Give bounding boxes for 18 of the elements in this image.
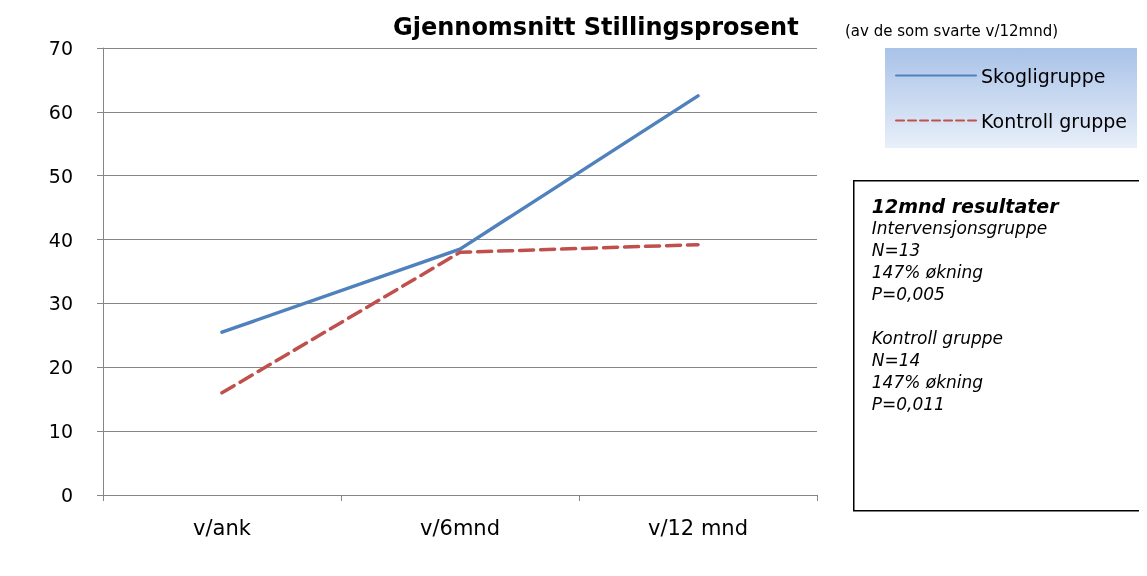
legend-label: Skogligruppe (981, 64, 1106, 87)
x-tick-label: v/12 mnd (648, 515, 748, 540)
y-tick-label: 0 (60, 484, 73, 506)
text: 12mnd resultater (871, 194, 1061, 217)
y-tick-label: 20 (48, 356, 73, 379)
x-tick-label: v/6mnd (420, 515, 500, 540)
y-tick-label: 60 (48, 100, 73, 123)
y-tick-label: 50 (48, 164, 73, 187)
legend-label: Kontroll gruppe (981, 109, 1128, 132)
y-tick-label: 40 (48, 228, 73, 251)
y-tick-label: 10 (48, 420, 73, 443)
x-tick-label: v/ank (193, 515, 252, 540)
y-tick-label: 30 (48, 292, 73, 315)
text: (av de som svarte v/12mnd) (845, 21, 1059, 40)
y-tick-label: 70 (48, 37, 73, 59)
text: Kontroll gruppe N=14 147% økning P=0,011 (871, 327, 1003, 414)
chart-title: Gjennomsnitt Stillingsprosent (393, 13, 799, 41)
text: Intervensjonsgruppe N=13 147% økning P=0,005 (871, 217, 1048, 304)
